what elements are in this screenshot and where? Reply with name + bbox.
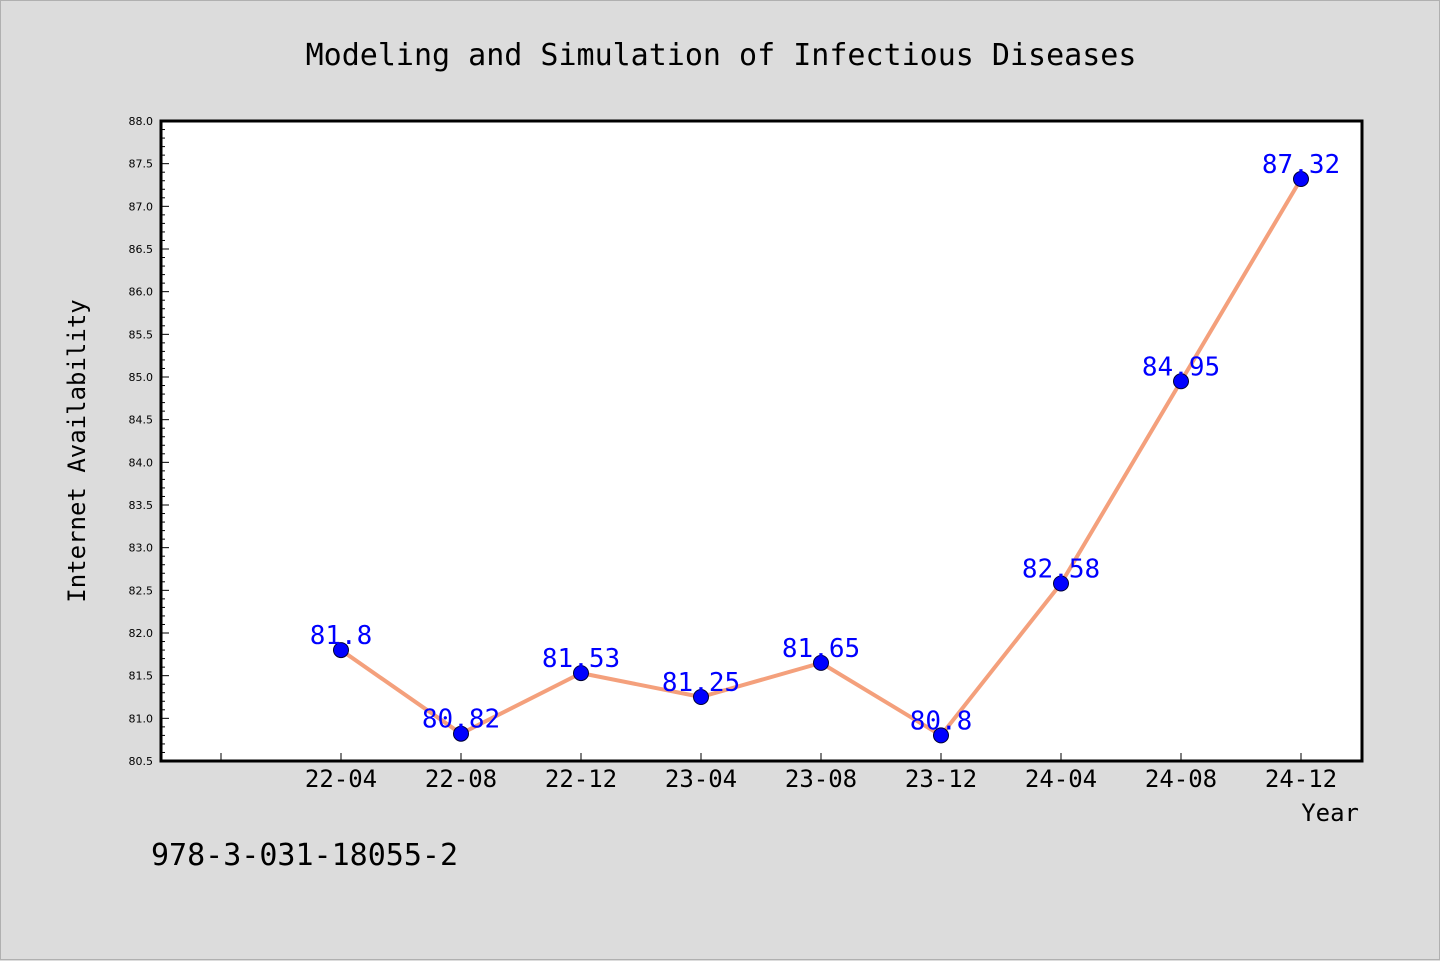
series-points: [333, 171, 1309, 744]
y-tick-label: 85.5: [129, 328, 154, 341]
x-tick-label: 24-12: [1265, 765, 1337, 793]
y-tick-label: 81.0: [129, 712, 154, 725]
data-label: 80.8: [910, 706, 973, 736]
y-tick-label: 84.5: [129, 414, 154, 427]
x-axis-label: Year: [1301, 799, 1359, 827]
data-point: [333, 642, 349, 659]
data-point: [453, 725, 469, 742]
x-tick-label: 23-04: [665, 765, 737, 793]
data-point: [693, 689, 709, 705]
y-tick-label: 82.0: [129, 627, 154, 640]
y-axis: 80.5 81.0 81.5 82.0 82.5 83.0 83.5 84.0 84.5 85.0…: [129, 115, 169, 768]
data-label: 80.82: [422, 705, 500, 735]
data-label: 81.65: [782, 634, 860, 664]
x-tick-label: 23-08: [785, 765, 857, 793]
data-point: [573, 665, 589, 682]
y-axis-label: Internet Availability: [63, 299, 91, 602]
data-point: [1293, 171, 1309, 188]
x-tick-label: 22-12: [545, 765, 617, 793]
y-tick-label: 88.0: [129, 115, 154, 128]
y-tick-label: 82.5: [129, 584, 154, 597]
data-label: 81.25: [662, 668, 740, 698]
y-tick-label: 83.0: [129, 542, 154, 555]
x-tick-label: 22-04: [305, 765, 377, 793]
data-labels: 81.8 80.82 81.53 81.25 81.65 80.8 82.58 84.95 87…: [310, 150, 1340, 736]
y-tick-label: 87.0: [129, 200, 154, 213]
y-tick-label: 80.5: [129, 755, 154, 768]
x-tick-label: 24-08: [1145, 765, 1217, 793]
data-point: [813, 654, 829, 671]
x-tick-label: 23-12: [905, 765, 977, 793]
y-tick-label: 81.5: [129, 670, 154, 683]
y-tick-label: 86.5: [129, 243, 154, 256]
y-tick-label: 83.5: [129, 499, 154, 512]
data-label: 84.95: [1142, 352, 1220, 382]
data-label: 87.32: [1262, 150, 1340, 180]
y-tick-label: 87.5: [129, 158, 154, 171]
data-point: [933, 727, 949, 744]
y-tick-label: 84.0: [129, 456, 154, 469]
x-tick-label: 24-04: [1025, 765, 1097, 793]
data-point: [1173, 373, 1189, 390]
isbn-text: 978-3-031-18055-2: [151, 838, 458, 873]
chart-title: Modeling and Simulation of Infectious Di…: [306, 38, 1137, 73]
data-label: 81.8: [310, 621, 373, 651]
data-point: [1053, 575, 1069, 592]
x-axis: 22-04 22-08 22-12 23-04 23-08 23-12 24-04 24-08…: [220, 753, 1337, 793]
data-label: 82.58: [1022, 555, 1100, 585]
x-tick-label: 22-08: [425, 765, 497, 793]
y-tick-label: 86.0: [129, 286, 154, 299]
plot-area: [159, 119, 1364, 763]
data-label: 81.53: [542, 644, 620, 674]
y-tick-label: 85.0: [129, 371, 154, 384]
